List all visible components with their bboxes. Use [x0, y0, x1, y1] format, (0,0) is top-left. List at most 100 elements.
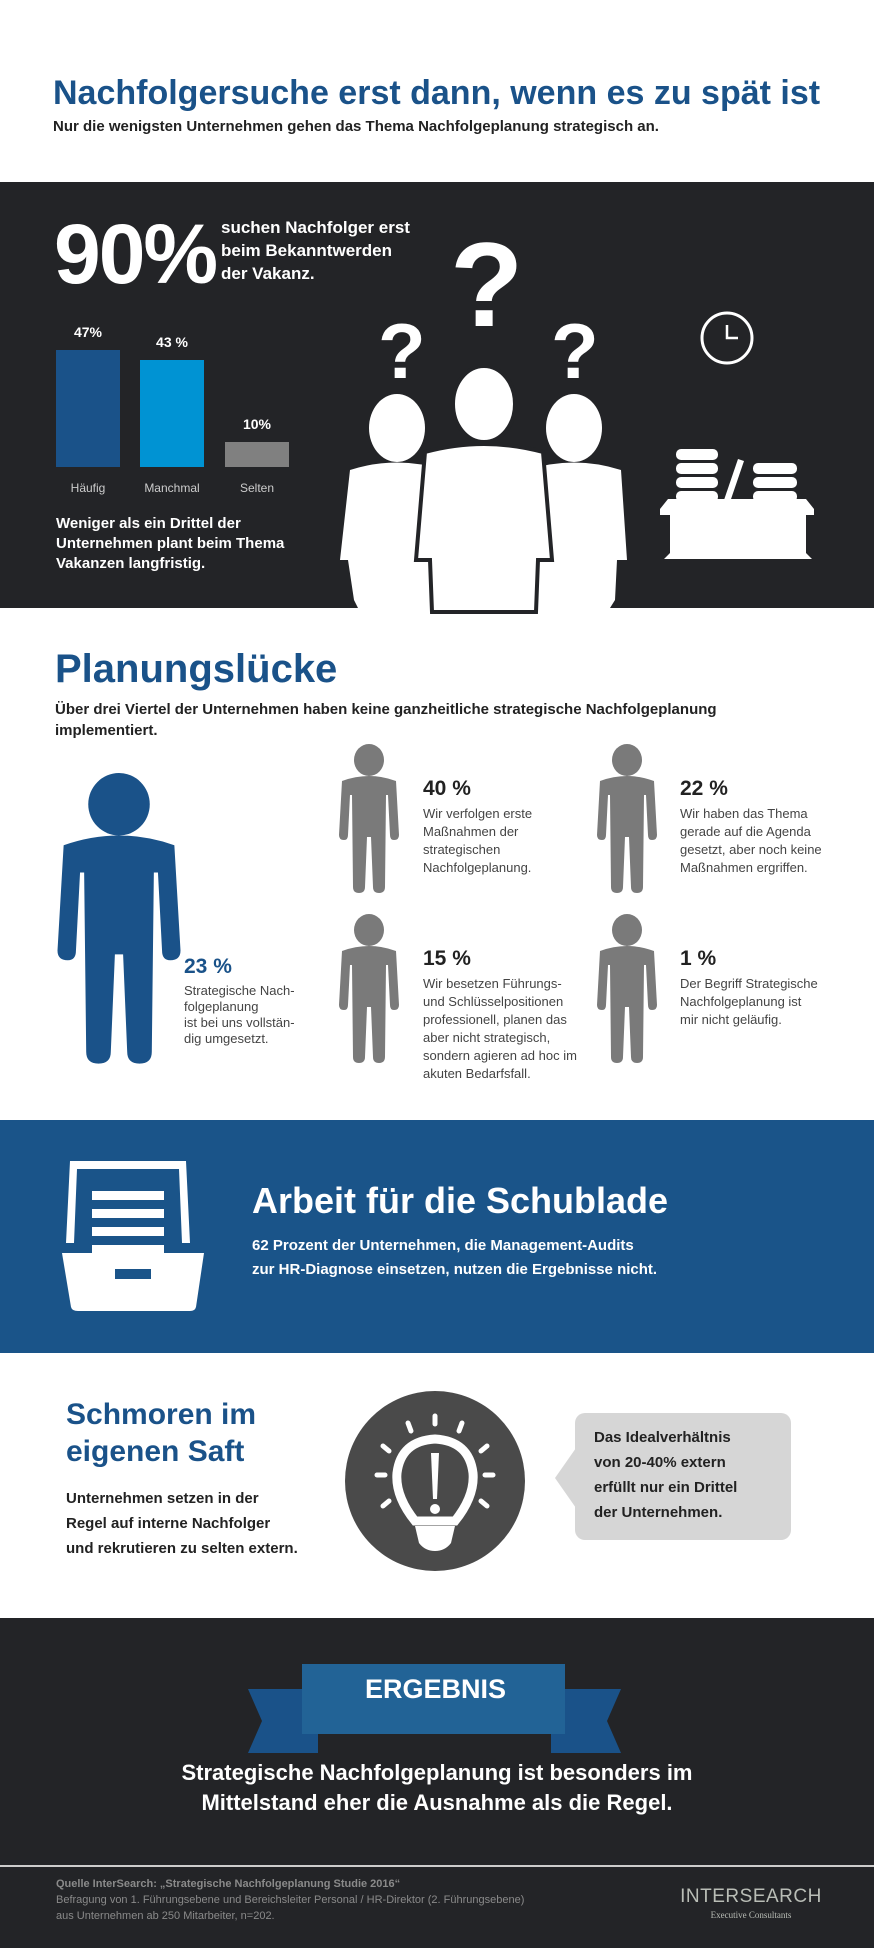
- section-title: Planungslücke: [55, 647, 338, 691]
- text-line: implementiert.: [55, 722, 158, 739]
- bubble-pointer: [555, 1448, 576, 1508]
- text-line: gesetzt, aber noch keine: [680, 842, 822, 857]
- drawer-icon: [62, 1161, 204, 1311]
- stat-item: 40 % Wir verfolgen erste Maßnahmen der str…: [423, 777, 532, 877]
- stat-percent: 22 %: [680, 777, 728, 800]
- stat-percent: 23 %: [184, 955, 232, 978]
- text-line: akuten Bedarfsfall.: [423, 1066, 531, 1081]
- stat-item: 15 % Wir besetzen Führungs-und Schlüssel…: [423, 947, 577, 1083]
- text-line: Regel auf interne Nachfolger: [66, 1515, 271, 1532]
- text-line: Maßnahmen der: [423, 824, 519, 839]
- logo-subtext: Executive Consultants: [710, 1910, 792, 1920]
- schublade-text: 62 Prozent der Unternehmen, die Manageme…: [252, 1234, 657, 1282]
- text-line: Befragung von 1. Führungsebene und Berei…: [56, 1894, 525, 1906]
- text-line: Über drei Viertel der Unternehmen haben …: [55, 701, 717, 718]
- divider: [0, 1865, 874, 1867]
- text-line: beim Bekanntwerden: [221, 241, 392, 260]
- text-line: gerade auf die Agenda: [680, 824, 811, 839]
- question-mark-icon: ?: [450, 218, 524, 352]
- text-line: Unternehmen setzen in der: [66, 1490, 259, 1507]
- question-mark-icon: ?: [378, 307, 426, 395]
- info-bubble: [575, 1413, 791, 1540]
- ergebnis-label: ERGEBNIS: [364, 1674, 507, 1704]
- text-line: Nachfolgeplanung ist: [680, 994, 802, 1009]
- desk-icon: [660, 449, 814, 559]
- text-line: Weniger als ein Drittel der: [56, 515, 241, 532]
- text-line: strategischen: [423, 842, 501, 857]
- text-line: und Schlüsselpositionen: [423, 994, 564, 1009]
- text-line: Strategische Nach-: [184, 983, 295, 998]
- stat-main: 23 % Strategische Nach- folgeplanung ist…: [184, 955, 295, 1047]
- schmoren-title: Schmoren im eigenen Saft: [66, 1396, 256, 1470]
- person-icon: [597, 744, 657, 893]
- text-line: Mittelstand eher die Ausnahme als die Re…: [201, 1790, 673, 1815]
- text-line: eigenen Saft: [66, 1435, 245, 1468]
- footer-source: Quelle InterSearch: „Strategische Nachfo…: [56, 1876, 524, 1924]
- text-line: und rekrutieren zu selten extern.: [66, 1540, 298, 1557]
- page-title: Nachfolgersuche erst dann, wenn es zu sp…: [53, 74, 821, 112]
- stat-percent: 15 %: [423, 947, 471, 970]
- text-line: aus Unternehmen ab 250 Mitarbeiter, n=20…: [56, 1910, 275, 1922]
- text-line: 62 Prozent der Unternehmen, die Manageme…: [252, 1237, 634, 1254]
- person-icon-main: [57, 773, 181, 1064]
- text-line: Das Idealverhältnis: [594, 1429, 731, 1446]
- text-line: Schmoren im: [66, 1398, 257, 1431]
- logo-text: INTERSEARCH: [680, 1886, 822, 1907]
- text-line: Strategische Nachfolgeplanung ist besond…: [181, 1760, 693, 1785]
- ergebnis-text: Strategische Nachfolgeplanung ist besond…: [0, 1758, 874, 1818]
- bar-chart: 47% Häufig 43 % Manchmal 10% Selten: [0, 0, 874, 620]
- bar-häufig: [56, 350, 120, 467]
- source-title: Quelle InterSearch: „Strategische Nachfo…: [56, 1878, 401, 1890]
- big-percent: 90%: [54, 207, 218, 301]
- text-line: Vakanzen langfristig.: [56, 555, 206, 572]
- page-subtitle: Nur die wenigsten Unternehmen gehen das …: [53, 118, 659, 135]
- text-line: von 20-40% extern: [594, 1454, 726, 1471]
- text-line: sondern agieren ad hoc im: [423, 1048, 577, 1063]
- bar-selten: [225, 442, 289, 467]
- person-icon: [339, 914, 399, 1063]
- text-line: suchen Nachfolger erst: [221, 218, 410, 237]
- bar-category-label: Selten: [239, 481, 275, 495]
- text-line: professionell, planen das: [423, 1012, 567, 1027]
- stat-item: 1 % Der Begriff Strategische Nachfolgepla…: [680, 947, 818, 1029]
- schublade-section: [0, 1120, 874, 1353]
- text-line: Wir besetzen Führungs-: [423, 976, 562, 991]
- person-icon: [339, 744, 399, 893]
- text-line: ist bei uns vollstän-: [184, 1015, 295, 1030]
- bar-value-label: 10%: [242, 416, 272, 433]
- bar-category-label: Häufig: [70, 481, 106, 495]
- lightbulb-icon: [345, 1391, 525, 1571]
- person-icon: [597, 914, 657, 1063]
- bar-value-label: 43 %: [156, 333, 188, 350]
- text-line: der Vakanz.: [221, 264, 315, 283]
- bar-category-label: Manchmal: [144, 481, 200, 495]
- intersearch-logo: INTERSEARCH Executive Consultants: [668, 1886, 834, 1920]
- text-line: zur HR-Diagnose einsetzen, nutzen die Er…: [252, 1261, 658, 1278]
- text-line: Maßnahmen ergriffen.: [680, 860, 808, 875]
- schublade-title: Arbeit für die Schublade: [252, 1180, 669, 1221]
- text-line: Der Begriff Strategische: [680, 976, 818, 991]
- text-line: dig umgesetzt.: [184, 1031, 269, 1046]
- question-mark-icon: ?: [551, 307, 599, 395]
- bubble-text: Das Idealverhältnis von 20-40% extern er…: [594, 1425, 737, 1525]
- text-line: folgeplanung: [184, 999, 259, 1014]
- stat-item: 22 % Wir haben das Thema gerade auf die A…: [680, 777, 822, 877]
- stat-percent: 40 %: [423, 777, 471, 800]
- ribbon-banner: [248, 1664, 621, 1753]
- text-line: mir nicht geläufig.: [680, 1012, 782, 1027]
- schmoren-text: Unternehmen setzen in der Regel auf inte…: [66, 1486, 298, 1561]
- text-line: Nachfolgeplanung.: [423, 860, 532, 875]
- text-line: Wir verfolgen erste: [423, 806, 533, 821]
- text-line: aber nicht strategisch,: [423, 1030, 551, 1045]
- bar-value-label: 47%: [73, 324, 103, 340]
- people-icon: [340, 364, 627, 614]
- text-line: Wir haben das Thema: [680, 806, 808, 821]
- vakanz-summary: Weniger als ein Drittel der Unternehmen …: [56, 514, 284, 574]
- text-line: erfüllt nur ein Drittel: [594, 1479, 738, 1496]
- clock-icon: [700, 311, 754, 365]
- stat-percent: 1 %: [680, 947, 717, 970]
- bar-manchmal: [140, 359, 204, 467]
- big-percent-text: suchen Nachfolger erst beim Bekanntwerde…: [221, 216, 410, 285]
- text-line: der Unternehmen.: [594, 1504, 723, 1521]
- section-subtitle: Über drei Viertel der Unternehmen haben …: [55, 699, 717, 741]
